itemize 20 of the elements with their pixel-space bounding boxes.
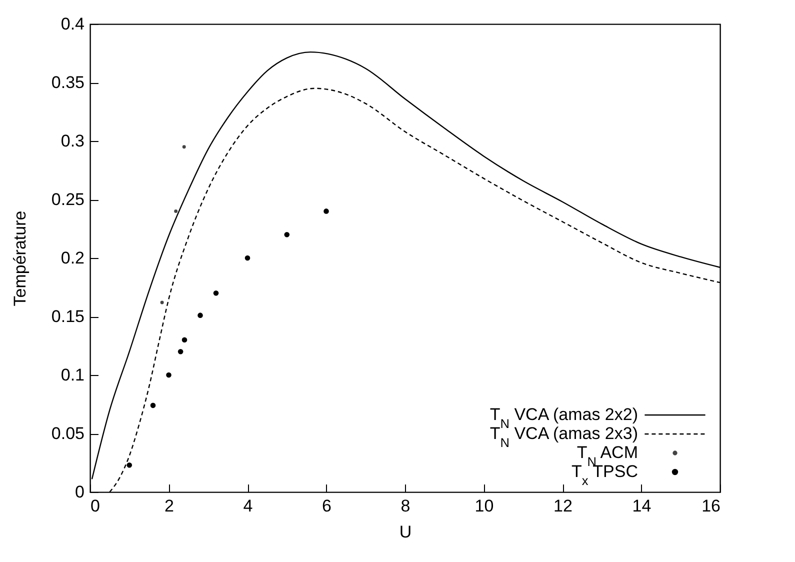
- y-tick-label: 0.3: [60, 132, 84, 150]
- x-tick-label: 4: [243, 496, 253, 516]
- x-tick-label: 12: [554, 496, 572, 516]
- y-tick-label: 0.35: [51, 73, 84, 92]
- y-axis-title: Température: [10, 210, 30, 306]
- y-tick-label: 0.2: [60, 248, 84, 268]
- x-tick-label: 10: [474, 496, 494, 516]
- y-tick-label: 0.1: [60, 366, 84, 384]
- y-tick-label: 0.05: [51, 424, 84, 443]
- x-tick-label: 16: [702, 496, 720, 516]
- x-tick-label: 6: [322, 496, 332, 516]
- x-tick-label: 14: [632, 496, 652, 516]
- y-tick-label: 0.4: [60, 14, 84, 34]
- y-tick-label: 0.25: [51, 190, 84, 209]
- x-tick-label: 0: [90, 496, 100, 516]
- x-tick-label: 2: [164, 496, 174, 516]
- x-axis-title: U: [399, 522, 412, 542]
- y-tick-label: 0: [75, 482, 84, 502]
- x-tick-label: 8: [400, 496, 410, 516]
- y-tick-label: 0.15: [51, 307, 84, 326]
